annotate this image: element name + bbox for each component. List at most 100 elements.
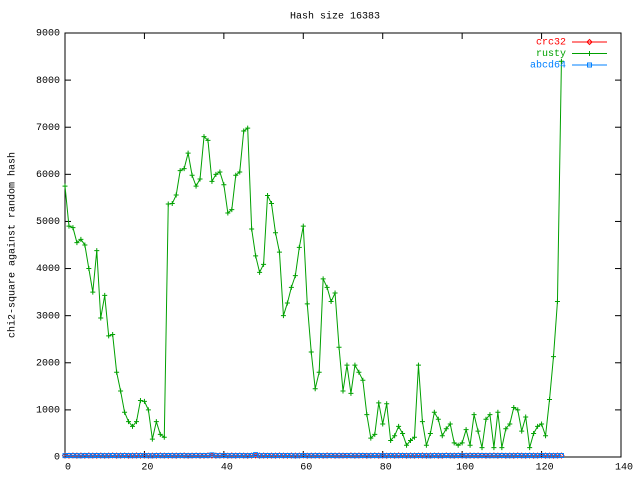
x-tick-label: 120 [536,463,554,474]
point [352,362,358,368]
point [328,299,334,305]
point [74,240,80,246]
point [118,388,124,394]
point [475,428,481,434]
x-tick-label: 140 [615,463,633,474]
point [411,434,417,440]
point [133,419,139,425]
point [396,423,402,429]
x-tick-label: 20 [141,463,153,474]
point [550,354,556,360]
point [189,172,195,178]
point [348,390,354,396]
point [209,178,215,184]
point [161,434,167,440]
point [392,433,398,439]
y-axis-label: chi2-square against random hash [7,152,19,338]
point [70,225,76,231]
y-tick-label: 2000 [36,358,60,369]
point [292,273,298,279]
point [586,38,593,46]
point [435,416,441,422]
point [201,134,207,140]
point [153,419,159,425]
point [316,369,322,375]
point [225,210,231,216]
point [558,453,564,459]
point [173,192,179,198]
point [233,172,239,178]
point [110,332,116,338]
point [451,440,457,446]
point [587,62,592,68]
point [126,419,132,425]
point [66,223,72,229]
point [558,58,564,64]
point [253,253,259,259]
point [554,299,560,305]
point [523,414,529,420]
point [340,388,346,394]
point [344,362,350,368]
point [336,344,342,350]
point [245,125,251,131]
point [288,284,294,290]
point [280,313,286,319]
point [495,409,501,415]
point [205,137,211,143]
point [102,292,108,298]
point [98,315,104,321]
point [272,230,278,236]
point [431,409,437,415]
point [376,400,382,406]
point [249,453,255,459]
point [356,369,362,375]
x-tick-label: 80 [380,463,392,474]
point [384,401,390,407]
point [78,236,84,242]
point [90,289,96,295]
point [169,201,175,207]
y-tick-label: 0 [54,453,60,464]
y-tick-label: 9000 [36,29,60,40]
point [114,369,120,375]
point [141,398,147,404]
point [229,207,235,213]
point [86,266,92,272]
point [364,412,370,418]
point [427,430,433,436]
y-tick-label: 1000 [36,406,60,417]
point [423,442,429,448]
point [483,416,489,422]
point [137,397,143,403]
y-tick-label: 4000 [36,264,60,275]
point [471,412,477,418]
point [284,300,290,306]
point [415,362,421,368]
point [467,442,473,448]
point [181,166,187,172]
y-tick-label: 8000 [36,76,60,87]
point [308,349,314,355]
point [324,284,330,290]
point [539,421,545,427]
point [368,435,374,441]
point [62,183,68,189]
point [547,397,553,403]
legend-label: rusty [536,49,566,60]
point [455,442,461,448]
point [404,442,410,448]
point [515,407,521,413]
point [372,431,378,437]
point [122,409,128,415]
point [459,440,465,446]
point [491,445,497,451]
point [145,407,151,413]
point [360,377,366,383]
point [265,193,271,199]
point [443,426,449,432]
chart-title: Hash size 16383 [290,11,380,23]
point [94,248,100,254]
